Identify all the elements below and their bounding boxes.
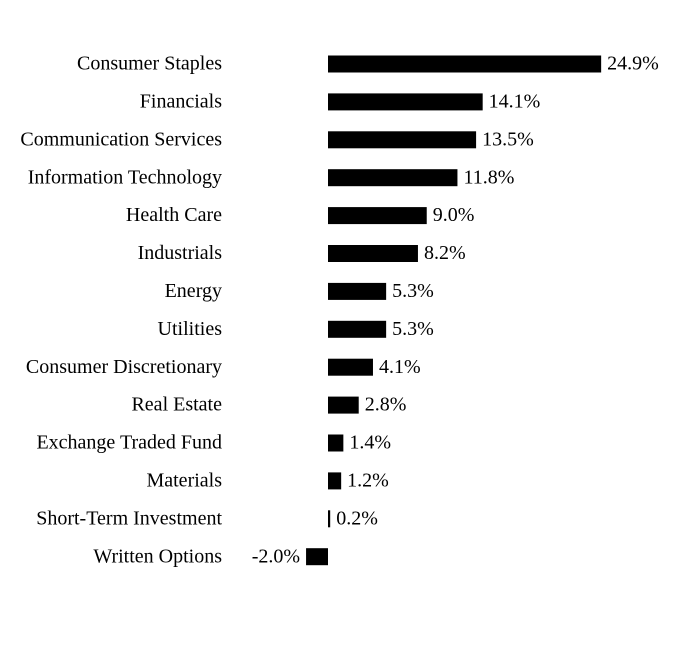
bar <box>328 169 458 187</box>
value-label: 1.4% <box>349 432 391 454</box>
value-label: 11.8% <box>463 166 514 188</box>
value-label: 4.1% <box>379 356 421 378</box>
value-label: 13.5% <box>482 128 534 150</box>
category-label: Industrials <box>138 242 223 264</box>
category-label: Energy <box>165 280 222 302</box>
value-label: 14.1% <box>489 90 541 112</box>
value-label: 0.2% <box>336 507 378 529</box>
category-label: Consumer Discretionary <box>26 356 222 378</box>
bar <box>328 93 483 111</box>
category-label: Consumer Staples <box>77 53 222 75</box>
bar <box>328 510 331 528</box>
bar <box>328 245 418 262</box>
category-label: Information Technology <box>28 166 222 188</box>
bar <box>328 207 427 225</box>
value-label: 9.0% <box>433 204 475 226</box>
value-label: -2.0% <box>252 545 300 567</box>
value-label: 24.9% <box>607 53 659 75</box>
category-label: Financials <box>140 90 222 112</box>
value-label: 8.2% <box>424 242 466 264</box>
value-label: 1.2% <box>347 469 389 491</box>
category-label: Written Options <box>93 545 222 567</box>
bar <box>328 320 387 338</box>
value-label: 5.3% <box>392 280 434 302</box>
value-label: 2.8% <box>365 394 407 416</box>
bar <box>328 55 602 73</box>
category-label: Short-Term Investment <box>36 507 222 529</box>
category-label: Exchange Traded Fund <box>36 432 222 454</box>
category-label: Health Care <box>126 204 222 226</box>
bar <box>306 548 328 566</box>
category-label: Real Estate <box>131 394 222 416</box>
category-label: Materials <box>146 469 222 491</box>
bar <box>328 472 342 490</box>
bar <box>328 396 359 414</box>
value-label: 5.3% <box>392 318 434 340</box>
bar <box>328 282 387 300</box>
category-label: Communication Services <box>20 128 222 150</box>
bar <box>328 358 373 376</box>
bar <box>328 131 477 149</box>
category-label: Utilities <box>158 318 223 340</box>
bar <box>328 434 344 452</box>
